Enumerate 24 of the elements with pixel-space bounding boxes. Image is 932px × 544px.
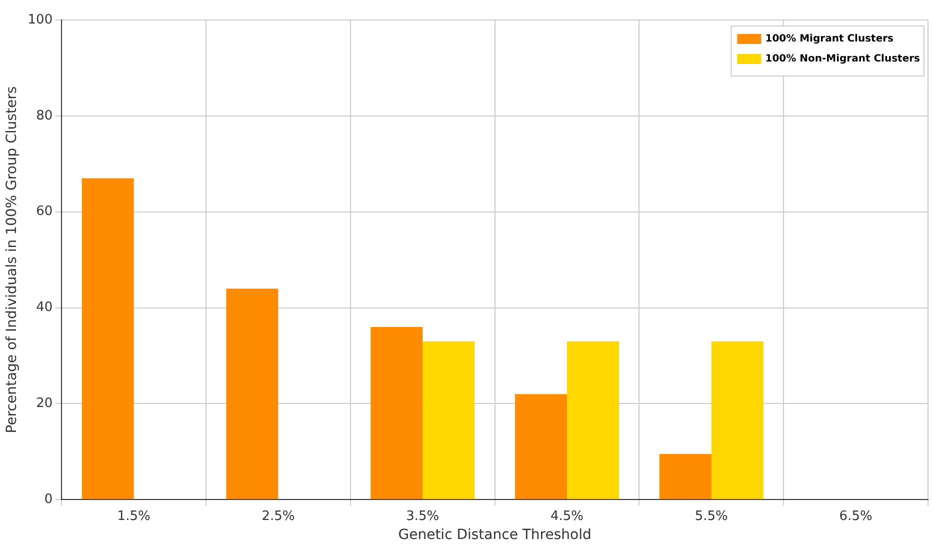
bar bbox=[422, 341, 475, 500]
x-tick-label: 5.5% bbox=[694, 508, 728, 524]
y-tick-label: 80 bbox=[36, 108, 53, 124]
x-tick-label: 6.5% bbox=[839, 508, 872, 524]
x-tick-label: 4.5% bbox=[550, 508, 584, 524]
y-tick-label: 100 bbox=[28, 12, 53, 28]
bar bbox=[226, 288, 278, 500]
y-tick-label: 20 bbox=[36, 396, 53, 412]
bar bbox=[515, 394, 568, 500]
x-tick-label: 3.5% bbox=[406, 508, 440, 524]
y-axis-title: Percentage of Individuals in 100% Group Clusters bbox=[4, 86, 20, 434]
legend-label: 100% Non-Migrant Clusters bbox=[765, 54, 920, 65]
x-axis-title: Genetic Distance Threshold bbox=[398, 527, 592, 544]
bar bbox=[82, 178, 134, 500]
bar bbox=[659, 454, 712, 500]
y-tick-label: 60 bbox=[36, 204, 53, 220]
legend-label: 100% Migrant Clusters bbox=[765, 34, 894, 45]
bar bbox=[370, 326, 423, 500]
x-tick-label: 1.5% bbox=[117, 508, 150, 524]
y-tick-label: 40 bbox=[36, 300, 53, 316]
y-tick-label: 0 bbox=[44, 492, 53, 507]
x-tick-label: 2.5% bbox=[262, 508, 295, 524]
bar bbox=[711, 341, 764, 500]
bar bbox=[567, 341, 619, 500]
